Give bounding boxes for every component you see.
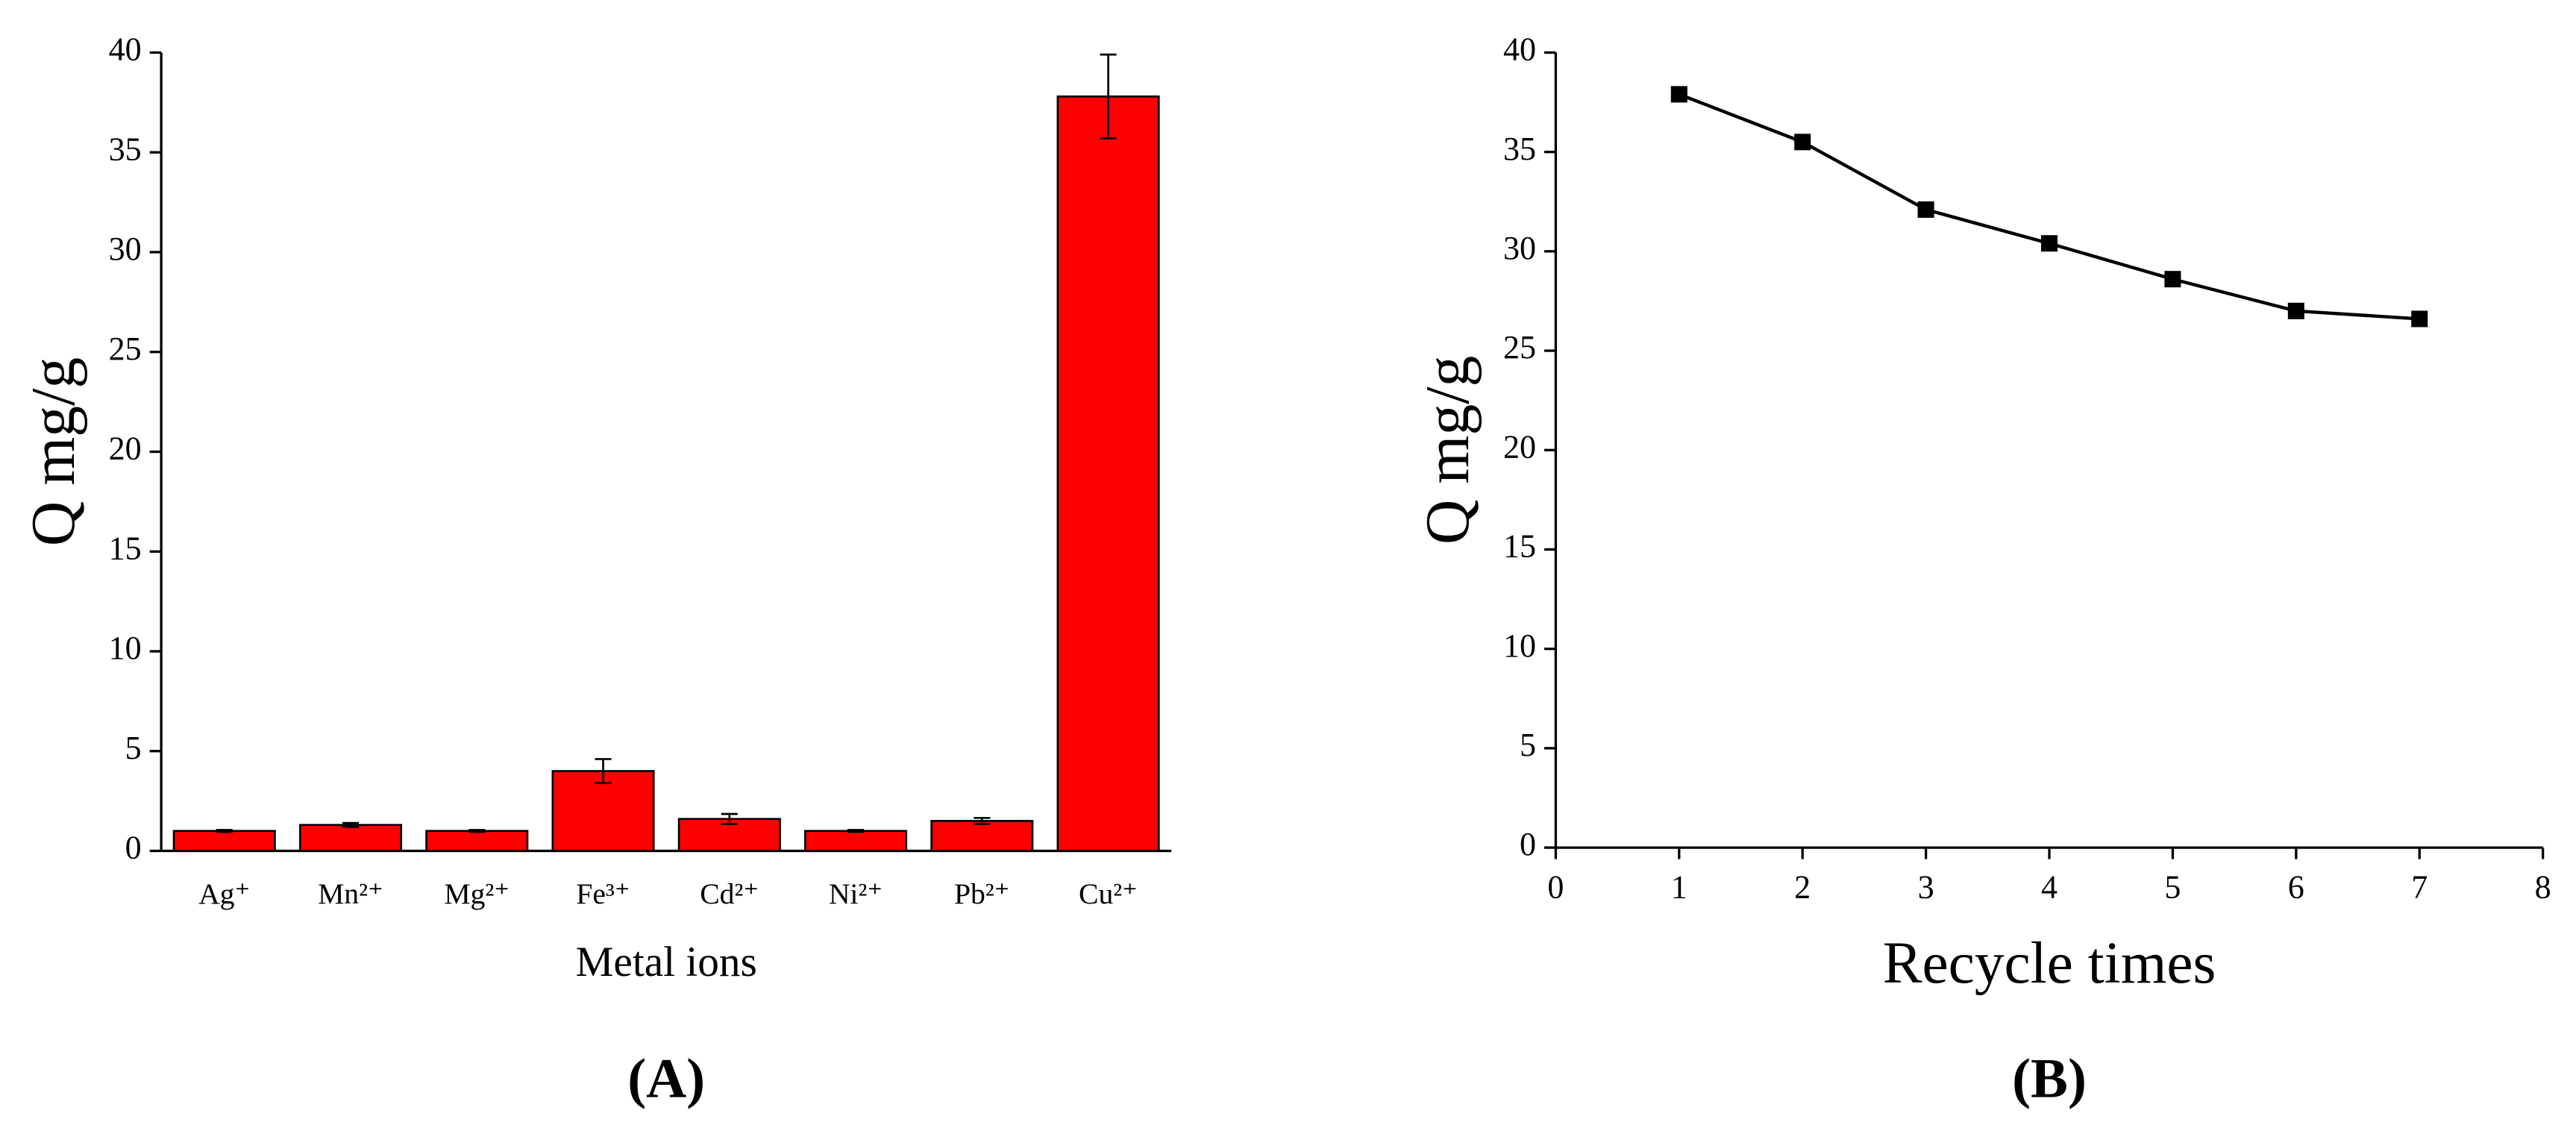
y-tick-label: 30 (1503, 230, 1536, 266)
x-tick-label: Pb²⁺ (954, 877, 1010, 910)
error-bar (721, 812, 738, 825)
bar (172, 830, 276, 852)
x-tick-label: 6 (2288, 868, 2304, 905)
bar (298, 824, 403, 852)
marker (1670, 86, 1687, 103)
x-tick-label: 4 (2041, 868, 2058, 905)
y-tick-label: 10 (109, 630, 142, 666)
x-axis-label: Recycle times (1883, 930, 2216, 996)
x-tick-label: Mg²⁺ (444, 877, 510, 910)
error-bar (468, 829, 486, 833)
marker (1794, 134, 1811, 151)
x-tick-label: Ag⁺ (198, 877, 250, 910)
marker (2040, 235, 2058, 252)
x-tick-label: 2 (1794, 868, 1811, 905)
y-tick-label: 20 (109, 430, 142, 467)
marker (2411, 310, 2428, 328)
x-tick-label: 1 (1671, 868, 1687, 905)
x-tick-label: Cu²⁺ (1079, 877, 1138, 910)
line (1679, 93, 2420, 321)
bar (930, 820, 1034, 852)
y-tick-label: 5 (1520, 727, 1536, 763)
marker (2164, 271, 2181, 288)
x-tick-label: 3 (1918, 868, 1934, 905)
error-bar (595, 758, 612, 784)
y-tick-label: 40 (109, 31, 142, 68)
error-bar (216, 829, 233, 833)
y-tick-label: 20 (1503, 428, 1536, 465)
x-tick-label: Cd²⁺ (700, 877, 759, 910)
error-bar (847, 829, 865, 833)
bar (425, 830, 529, 852)
x-tick-label: 0 (1547, 868, 1564, 905)
x-axis-label: Metal ions (576, 939, 757, 986)
x-tick-label: Ni²⁺ (829, 877, 883, 910)
y-tick-label: 25 (1503, 329, 1536, 366)
marker (2287, 302, 2304, 319)
error-bar (974, 817, 991, 825)
y-axis-label: Q mg/g (1413, 356, 1482, 545)
y-tick-label: 35 (109, 131, 142, 167)
y-tick-label: 25 (109, 331, 142, 367)
x-tick-label: Mn²⁺ (318, 877, 383, 910)
y-tick-label: 0 (125, 830, 142, 866)
y-tick-label: 10 (1503, 627, 1536, 664)
y-tick-label: 0 (1520, 826, 1536, 862)
y-tick-label: 40 (1503, 31, 1536, 68)
error-bar (342, 821, 360, 828)
y-tick-label: 5 (125, 730, 142, 766)
bar (551, 770, 655, 852)
panel-label: (A) (627, 1047, 705, 1109)
y-tick-label: 35 (1503, 131, 1536, 167)
bar (1056, 95, 1160, 852)
x-tick-label: 8 (2535, 868, 2551, 905)
y-tick-label: 15 (109, 530, 142, 566)
x-tick-label: 5 (2164, 868, 2181, 905)
x-tick-label: Fe³⁺ (576, 877, 630, 910)
x-tick-label: 7 (2411, 868, 2428, 905)
panel-label: (B) (2012, 1047, 2087, 1109)
y-tick-label: 30 (109, 231, 142, 267)
y-axis-label: Q mg/g (19, 357, 88, 546)
bar (804, 830, 908, 852)
y-tick-label: 15 (1503, 528, 1536, 565)
error-bar (1100, 53, 1117, 140)
marker (1917, 201, 1934, 218)
